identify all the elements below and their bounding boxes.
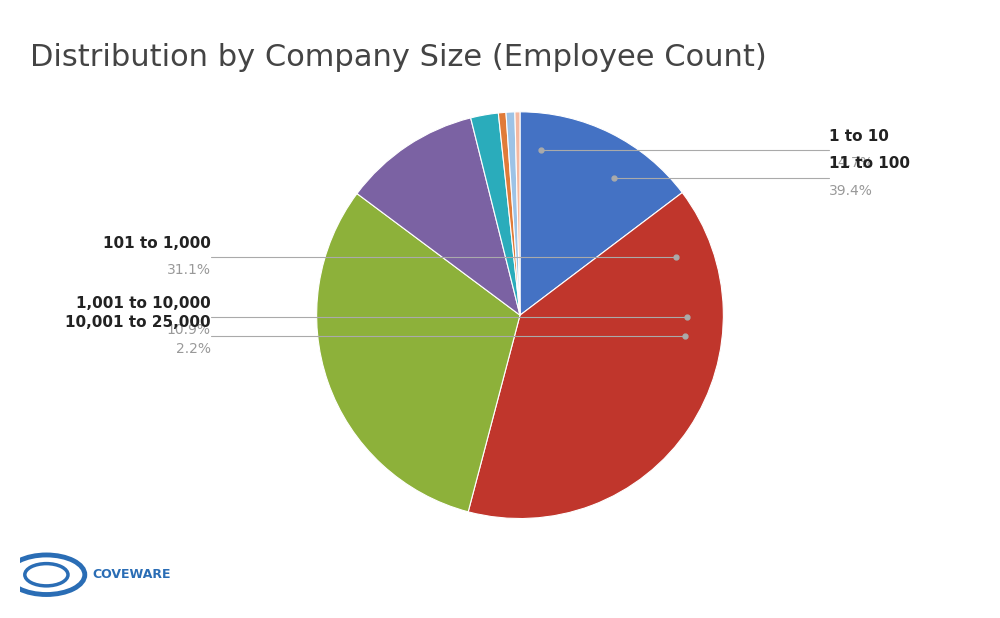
Text: 31.1%: 31.1%	[167, 263, 211, 277]
Text: 10,001 to 25,000: 10,001 to 25,000	[65, 315, 211, 330]
Wedge shape	[506, 112, 520, 315]
Text: 10.9%: 10.9%	[167, 323, 211, 337]
Wedge shape	[498, 112, 520, 315]
Text: 1,001 to 10,000: 1,001 to 10,000	[76, 296, 211, 311]
Text: 39.4%: 39.4%	[829, 184, 873, 198]
Wedge shape	[515, 112, 520, 315]
Text: 2.2%: 2.2%	[176, 342, 211, 356]
Text: 14.7%: 14.7%	[829, 156, 873, 170]
Wedge shape	[317, 193, 520, 512]
Text: 101 to 1,000: 101 to 1,000	[103, 236, 211, 251]
Wedge shape	[468, 193, 723, 519]
Text: 11 to 100: 11 to 100	[829, 156, 910, 172]
Text: 1 to 10: 1 to 10	[829, 129, 889, 144]
Text: COVEWARE: COVEWARE	[92, 568, 170, 582]
Wedge shape	[471, 113, 520, 315]
Text: Distribution by Company Size (Employee Count): Distribution by Company Size (Employee C…	[30, 43, 767, 72]
Wedge shape	[520, 112, 682, 315]
Wedge shape	[357, 118, 520, 315]
